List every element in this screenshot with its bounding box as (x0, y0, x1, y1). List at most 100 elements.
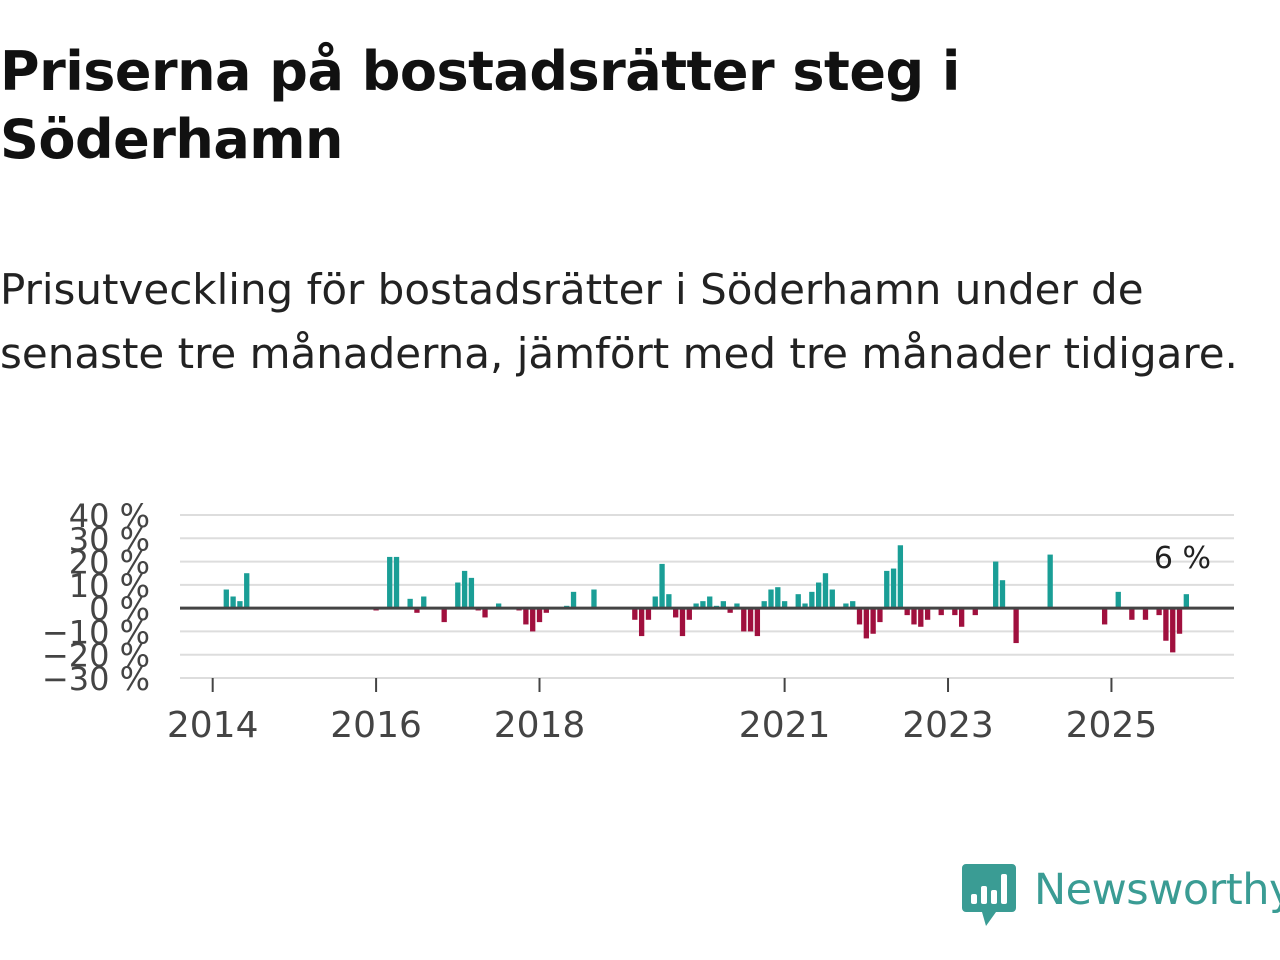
bar-2023-09 (999, 580, 1006, 609)
bar-2025-06 (1142, 608, 1149, 620)
bar-2020-10 (761, 601, 767, 609)
bar-2018-02 (543, 608, 549, 613)
bar-2019-11 (686, 608, 692, 620)
x-tick-label: 2021 (739, 705, 831, 746)
gridlines (180, 514, 1234, 679)
y-tick-label: 10 % (69, 567, 150, 605)
bar-2014-04 (230, 596, 236, 609)
bar-2025-10 (1170, 608, 1176, 653)
bar-2018-09 (591, 589, 597, 609)
bar-2014-03 (223, 589, 229, 609)
bar-2014-05 (237, 601, 243, 609)
y-tick-label: −20 % (42, 637, 150, 675)
bar-2017-07 (495, 603, 502, 609)
bar-2023-02 (952, 608, 958, 616)
bar-2022-10 (924, 608, 931, 620)
bar-2022-09 (918, 608, 924, 627)
bar-2019-12 (693, 603, 699, 609)
bar-2023-08 (993, 561, 999, 609)
bar-2020-12 (775, 587, 781, 609)
bar-2020-05 (727, 608, 733, 613)
newsworthy-logo: Newsworthy (962, 862, 1280, 930)
bar-2016-03 (387, 556, 393, 609)
bar-2022-02 (870, 608, 876, 634)
last-value-label: 6 % (1154, 541, 1211, 576)
bar-2021-07 (822, 573, 829, 609)
bar-2022-05 (890, 568, 897, 609)
x-tick-label: 2025 (1066, 705, 1158, 746)
bar-2019-07 (659, 563, 665, 609)
x-tick-label: 2016 (330, 705, 422, 746)
bar-2020-04 (720, 601, 726, 609)
bar-2021-03 (795, 594, 801, 609)
bar-2019-10 (679, 608, 686, 637)
bar-chart-speech-bubble-icon (962, 864, 1016, 926)
x-tick-label: 2018 (494, 705, 586, 746)
bar-2017-05 (482, 608, 488, 618)
bar-2024-04 (1047, 554, 1053, 609)
bar-2025-11 (1176, 608, 1183, 634)
y-axis-labels: 40 %30 %20 %10 %0 %−10 %−20 %−30 % (42, 497, 150, 698)
bar-2021-11 (850, 601, 856, 609)
bar-2021-05 (809, 591, 815, 609)
y-tick-label: 30 % (69, 520, 150, 558)
y-tick-label: 0 % (89, 590, 150, 628)
bar-2016-04 (393, 556, 400, 609)
bar-2016-11 (441, 608, 447, 623)
bar-2019-08 (666, 594, 672, 609)
bar-2018-01 (536, 608, 543, 623)
bar-2020-11 (768, 589, 774, 609)
bar-2025-12 (1183, 594, 1189, 609)
bar-2021-10 (843, 603, 849, 609)
bar-2022-06 (897, 545, 904, 609)
bar-2014-06 (244, 573, 250, 609)
bar-2020-07 (741, 608, 747, 632)
bar-2025-08 (1156, 608, 1162, 616)
bar-2022-12 (938, 608, 944, 616)
x-tick-label: 2023 (902, 705, 994, 746)
bar-2017-12 (530, 608, 536, 632)
bar-2022-04 (884, 570, 890, 609)
bar-2025-04 (1129, 608, 1135, 620)
bar-2019-03 (632, 608, 638, 620)
bar-2019-05 (645, 608, 652, 620)
bar-2017-11 (523, 608, 529, 625)
y-tick-label: −10 % (42, 613, 150, 651)
x-tick-label: 2014 (167, 705, 259, 746)
bar-2017-02 (461, 570, 468, 609)
bars (223, 545, 1189, 653)
bar-2019-04 (638, 608, 645, 637)
bar-2023-05 (972, 608, 978, 616)
bar-2025-02 (1115, 591, 1121, 609)
bar-2020-06 (734, 603, 740, 609)
y-tick-label: 40 % (69, 497, 150, 535)
bar-2019-09 (673, 608, 679, 618)
bar-2020-08 (747, 608, 754, 632)
bar-2020-02 (707, 596, 713, 609)
bar-2021-08 (829, 589, 835, 609)
x-axis: 2014 2016 2018 2021 2023 2025 (167, 678, 1157, 746)
bar-2022-01 (863, 608, 869, 639)
bar-2017-01 (455, 582, 461, 609)
y-tick-label: −30 % (42, 660, 150, 698)
bar-2021-04 (802, 603, 808, 609)
chart-subtitle: Prisutveckling för bostadsrätter i Söder… (0, 265, 1238, 378)
bar-2022-07 (904, 608, 910, 616)
bar-2023-11 (1013, 608, 1019, 644)
bar-2024-12 (1101, 608, 1108, 625)
price-change-bar-chart: 40 %30 %20 %10 %0 %−10 %−20 %−30 % 2014 2… (42, 497, 1234, 746)
bar-2016-08 (421, 596, 427, 609)
bar-2021-01 (781, 601, 788, 609)
y-tick-label: 20 % (69, 544, 150, 582)
bar-2020-01 (700, 601, 706, 609)
bar-2022-08 (911, 608, 917, 625)
brand-name: Newsworthy (1034, 865, 1280, 915)
bar-2019-06 (652, 596, 658, 609)
bar-2016-07 (414, 608, 420, 613)
bar-2023-03 (958, 608, 965, 627)
bar-2016-06 (407, 598, 413, 609)
bar-2022-03 (877, 608, 883, 623)
bar-2021-12 (856, 608, 863, 625)
bar-2025-09 (1163, 608, 1169, 641)
bar-2017-03 (468, 577, 475, 609)
